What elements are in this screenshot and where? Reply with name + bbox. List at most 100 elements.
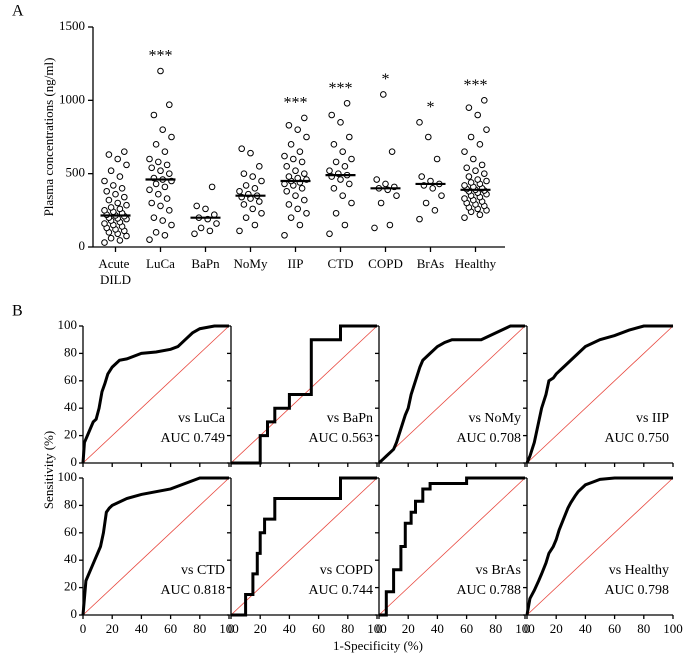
data-point (292, 167, 299, 175)
auc-label: AUC 0.750 (604, 431, 669, 446)
reference-line (378, 325, 526, 464)
x-tick-label: BrAs (417, 256, 444, 271)
data-point (476, 211, 484, 219)
data-point (168, 221, 175, 229)
roc-curve (81, 476, 229, 616)
data-point (294, 126, 302, 133)
x-tick-label: 20 (550, 621, 563, 636)
x-tick-label: 0 (524, 621, 531, 636)
data-point (240, 170, 248, 177)
data-point (152, 141, 160, 148)
significance: *** (284, 95, 308, 112)
y-tick-label: 60 (64, 524, 77, 539)
data-point (296, 221, 304, 229)
x-tick-label: 0 (228, 621, 235, 636)
roc-curve (379, 476, 525, 617)
data-point (418, 173, 426, 180)
reference-line (82, 477, 230, 616)
data-point (251, 185, 259, 192)
data-point (157, 202, 164, 210)
data-point (166, 170, 173, 177)
y-tick-label: 60 (64, 372, 77, 387)
data-point (236, 187, 243, 195)
data-point (283, 163, 291, 170)
x-tick-label: Acute DILD (98, 256, 132, 287)
auc-label: AUC 0.798 (604, 583, 669, 598)
auc-label: AUC 0.749 (160, 431, 225, 446)
y-tick-label: 1000 (59, 91, 85, 106)
data-point (238, 145, 245, 153)
data-point (287, 214, 295, 221)
data-point (163, 161, 171, 169)
data-point (429, 185, 437, 192)
data-point (292, 192, 299, 199)
significance: *** (149, 48, 173, 65)
y-tick-label: 0 (79, 238, 86, 253)
y-tick-label: 100 (58, 469, 78, 484)
data-point (155, 158, 162, 166)
y-tick-label: 20 (64, 427, 77, 442)
data-point (283, 187, 291, 195)
comparison-label: vs BaPn (327, 411, 373, 426)
comparison-label: vs Healthy (609, 563, 669, 578)
x-tick-label: 60 (608, 621, 621, 636)
reference-line (378, 477, 526, 616)
data-point (343, 99, 351, 107)
x-tick-label: 40 (431, 621, 444, 636)
x-tick-label: Healthy (455, 256, 497, 271)
x-tick-label: COPD (368, 256, 403, 271)
data-point (240, 201, 248, 208)
panel-label: B (12, 303, 23, 320)
comparison-label: vs CTD (181, 563, 225, 578)
data-point (161, 231, 169, 239)
data-point (256, 198, 263, 205)
data-point (112, 190, 119, 198)
x-tick-label: 20 (106, 621, 119, 636)
reference-line (230, 477, 378, 616)
data-point (301, 114, 308, 122)
comparison-label: vs LuCa (178, 411, 226, 426)
data-point (298, 158, 306, 166)
data-point (103, 187, 110, 195)
significance: * (427, 99, 435, 116)
data-point (101, 177, 108, 185)
data-point (393, 192, 400, 199)
data-point (416, 119, 423, 126)
data-point (258, 209, 265, 217)
data-point (118, 185, 126, 192)
data-point (114, 199, 121, 207)
y-tick-label: 80 (64, 496, 77, 511)
y-tick-label: 80 (64, 344, 77, 359)
significance: *** (329, 80, 353, 97)
x-tick-label: 0 (80, 621, 87, 636)
reference-line (526, 477, 674, 616)
data-point (193, 202, 200, 210)
data-point (121, 193, 128, 201)
data-point (298, 185, 306, 192)
x-tick-label: 80 (637, 621, 650, 636)
data-point (251, 221, 259, 229)
data-point (461, 195, 468, 202)
data-point (433, 155, 441, 163)
data-point (483, 177, 490, 185)
comparison-label: vs COPD (320, 563, 373, 578)
reference-line (526, 325, 674, 464)
data-point (116, 237, 124, 244)
significance: *** (464, 77, 488, 94)
data-point (348, 199, 355, 207)
data-point (481, 97, 488, 104)
x-tick-label: 60 (312, 621, 325, 636)
data-point (461, 148, 468, 155)
data-point (290, 155, 297, 163)
x-tick-label: 40 (135, 621, 148, 636)
data-point (285, 173, 293, 180)
auc-label: AUC 0.788 (456, 583, 521, 598)
y-tick-label: 40 (64, 399, 77, 414)
data-point (155, 190, 162, 198)
data-point (123, 161, 130, 169)
comparison-label: vs BrAs (475, 563, 521, 578)
x-axis-label: 1-Specificity (%) (333, 638, 423, 653)
data-point (249, 173, 256, 180)
data-point (463, 164, 471, 172)
data-point (388, 148, 396, 155)
